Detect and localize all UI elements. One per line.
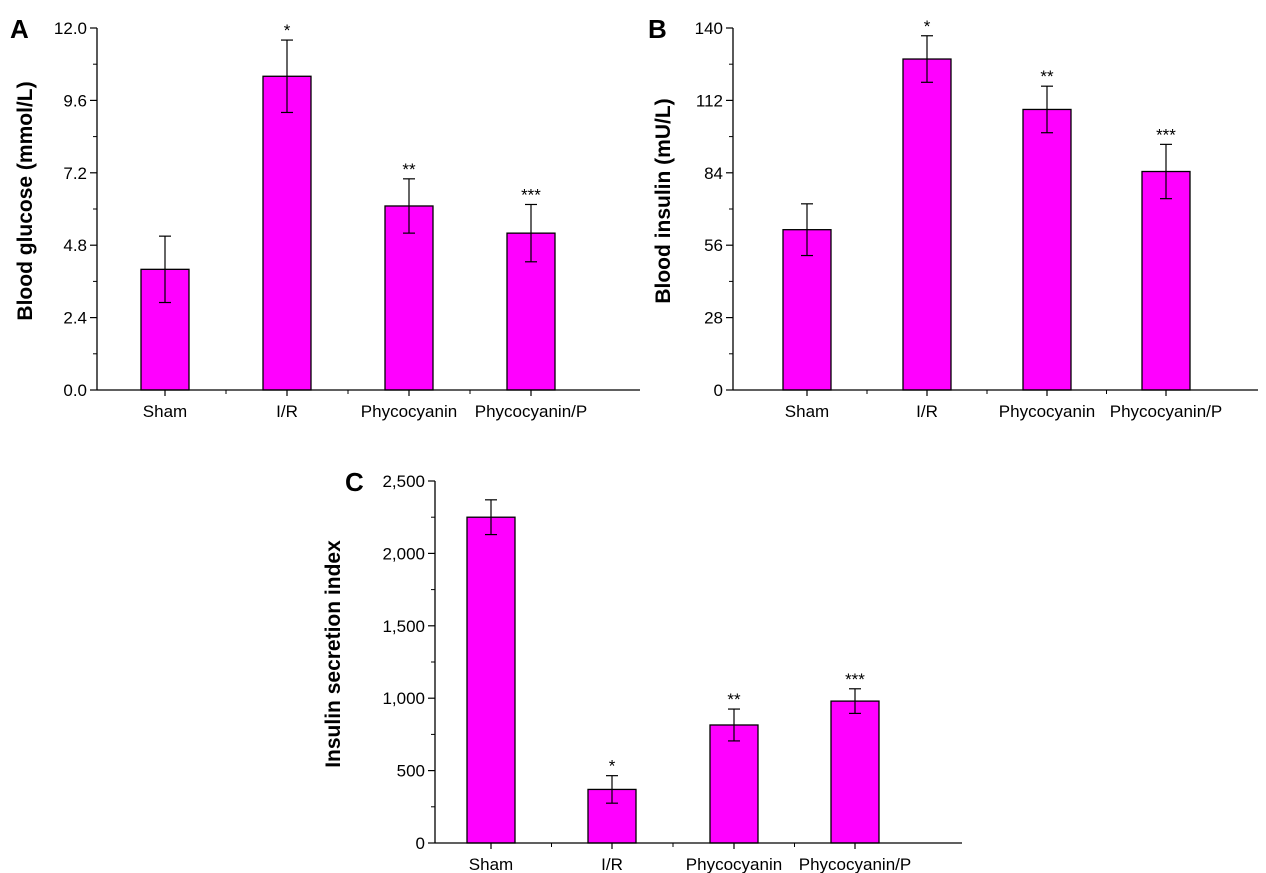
y-tick-label: 2,000 <box>382 544 425 563</box>
y-tick-label: 9.6 <box>63 91 87 110</box>
y-tick-label: 28 <box>704 309 723 328</box>
panel-a-chart: Sham * I/R ** Phycocyanin *** Phycocyanin/P 0.0… <box>10 14 640 421</box>
y-tick-label: 1,500 <box>382 617 425 636</box>
bar-phycocyanin-p <box>1141 170 1191 391</box>
significance-mark: ** <box>727 690 741 709</box>
x-tick-label: Sham <box>469 855 513 873</box>
x-tick-label: I/R <box>276 402 298 421</box>
x-tick-label: Phycocyanin/P <box>799 855 911 873</box>
y-axis-title: Blood insulin (mU/L) <box>652 98 675 303</box>
y-tick-label: 4.8 <box>63 236 87 255</box>
bar-phycocyanin <box>1022 108 1072 391</box>
x-tick-label: Phycocyanin <box>361 402 457 421</box>
y-tick-label: 2,500 <box>382 472 425 491</box>
bar-sham <box>782 229 832 391</box>
x-tick-label: I/R <box>916 402 938 421</box>
x-tick-label: Phycocyanin <box>686 855 782 873</box>
y-tick-label: 0.0 <box>63 381 87 400</box>
y-tick-label: 84 <box>704 164 723 183</box>
x-tick-label: I/R <box>601 855 623 873</box>
significance-mark: ** <box>1040 67 1054 86</box>
y-tick-label: 0 <box>416 834 425 853</box>
y-tick-label: 7.2 <box>63 164 87 183</box>
y-tick-label: 1,000 <box>382 689 425 708</box>
significance-mark: * <box>609 757 616 776</box>
x-tick-label: Phycocyanin <box>999 402 1095 421</box>
y-tick-label: 500 <box>397 762 425 781</box>
y-tick-label: 12.0 <box>54 19 87 38</box>
significance-mark: * <box>924 17 931 36</box>
y-axis-title: Blood glucose (mmol/L) <box>14 81 37 320</box>
bar-sham <box>466 516 516 844</box>
significance-mark: * <box>284 21 291 40</box>
y-tick-label: 2.4 <box>63 309 87 328</box>
bar-i-r <box>262 75 312 391</box>
significance-mark: *** <box>1156 125 1176 144</box>
significance-mark: *** <box>845 670 865 689</box>
panel-letter: B <box>648 14 667 44</box>
y-tick-label: 140 <box>695 19 723 38</box>
panel-c-chart: Sham * I/R ** Phycocyanin *** Phycocyanin/P 0 50… <box>322 467 962 873</box>
significance-mark: ** <box>402 160 416 179</box>
panel-b-chart: Sham * I/R ** Phycocyanin *** Phycocyanin/P 0 28… <box>648 14 1258 421</box>
bar-i-r <box>902 58 952 391</box>
x-tick-label: Phycocyanin/P <box>1110 402 1222 421</box>
x-tick-label: Sham <box>785 402 829 421</box>
x-tick-label: Sham <box>143 402 187 421</box>
panel-letter: A <box>10 14 29 44</box>
bar-phycocyanin <box>709 724 759 844</box>
panel-letter: C <box>345 467 364 497</box>
significance-mark: *** <box>521 185 541 204</box>
y-tick-label: 56 <box>704 236 723 255</box>
bar-phycocyanin-p <box>830 700 880 844</box>
y-tick-label: 0 <box>714 381 723 400</box>
y-tick-label: 112 <box>696 91 723 110</box>
x-tick-label: Phycocyanin/P <box>475 402 587 421</box>
y-axis-title: Insulin secretion index <box>322 540 345 768</box>
